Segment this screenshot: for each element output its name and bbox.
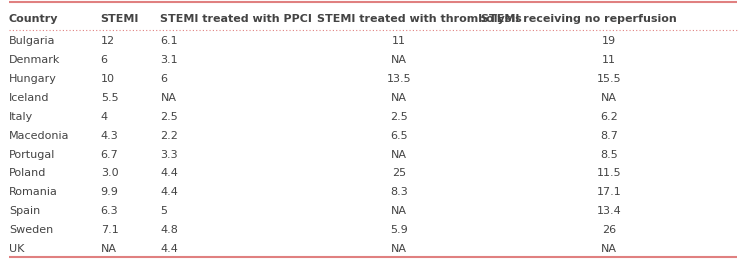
Text: 4.4: 4.4 [160,187,178,197]
Text: 4.4: 4.4 [160,244,178,254]
Text: 3.0: 3.0 [101,168,119,179]
Text: NA: NA [391,244,407,254]
Text: 6.2: 6.2 [601,112,618,122]
Text: 6.1: 6.1 [160,36,178,46]
Text: Portugal: Portugal [9,150,55,159]
Text: 5.5: 5.5 [101,93,119,103]
Text: 13.4: 13.4 [597,206,621,216]
Text: Romania: Romania [9,187,58,197]
Text: 25: 25 [392,168,406,179]
Text: 11.5: 11.5 [597,168,621,179]
Text: 8.5: 8.5 [601,150,618,159]
Text: 2.5: 2.5 [390,112,408,122]
Text: NA: NA [160,93,176,103]
Text: Iceland: Iceland [9,93,49,103]
Text: UK: UK [9,244,25,254]
Text: 4.8: 4.8 [160,225,178,235]
Text: Poland: Poland [9,168,46,179]
Text: NA: NA [601,244,617,254]
Text: 26: 26 [602,225,616,235]
Text: 4.3: 4.3 [101,130,119,141]
Text: 3.3: 3.3 [160,150,178,159]
Text: 9.9: 9.9 [101,187,119,197]
Text: 5.9: 5.9 [390,225,408,235]
Text: 2.2: 2.2 [160,130,178,141]
Text: 6.3: 6.3 [101,206,119,216]
Text: NA: NA [101,244,116,254]
Text: 4: 4 [101,112,108,122]
Text: 10: 10 [101,74,115,84]
Text: Country: Country [9,14,58,24]
Text: 11: 11 [392,36,406,46]
Text: Hungary: Hungary [9,74,57,84]
Text: 12: 12 [101,36,115,46]
Text: Sweden: Sweden [9,225,53,235]
Text: STEMI: STEMI [101,14,139,24]
Text: 6.5: 6.5 [390,130,408,141]
Text: 15.5: 15.5 [597,74,621,84]
Text: 19: 19 [602,36,616,46]
Text: 4.4: 4.4 [160,168,178,179]
Text: 13.5: 13.5 [386,74,412,84]
Text: 6.7: 6.7 [101,150,119,159]
Text: 5: 5 [160,206,167,216]
Text: Macedonia: Macedonia [9,130,69,141]
Text: 2.5: 2.5 [160,112,178,122]
Text: NA: NA [391,150,407,159]
Text: Italy: Italy [9,112,34,122]
Text: 8.3: 8.3 [390,187,408,197]
Text: NA: NA [391,206,407,216]
Text: Bulgaria: Bulgaria [9,36,55,46]
Text: 7.1: 7.1 [101,225,119,235]
Text: NA: NA [391,55,407,65]
Text: 8.7: 8.7 [600,130,618,141]
Text: 3.1: 3.1 [160,55,178,65]
Text: 6: 6 [160,74,167,84]
Text: Denmark: Denmark [9,55,60,65]
Text: 6: 6 [101,55,107,65]
Text: STEMI treated with PPCI: STEMI treated with PPCI [160,14,313,24]
Text: NA: NA [601,93,617,103]
Text: STEMI receiving no reperfusion: STEMI receiving no reperfusion [481,14,677,24]
Text: 11: 11 [602,55,616,65]
Text: Spain: Spain [9,206,40,216]
Text: STEMI treated with thrombolysis: STEMI treated with thrombolysis [317,14,521,24]
Text: NA: NA [391,93,407,103]
Text: 17.1: 17.1 [597,187,621,197]
